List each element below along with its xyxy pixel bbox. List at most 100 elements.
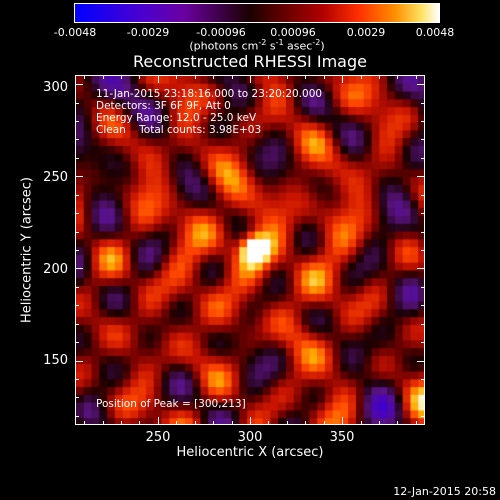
tick-mark [421, 250, 425, 251]
tick-mark [75, 194, 79, 196]
tick-mark [84, 75, 86, 79]
colorbar [74, 3, 440, 23]
plot-title: Reconstructed RHESSI Image [133, 52, 367, 71]
x-tick-label: 250 [145, 430, 171, 445]
tick-mark [421, 415, 425, 417]
tick-mark [421, 305, 425, 307]
tick-mark [342, 75, 344, 83]
tick-mark [121, 421, 123, 425]
info-energy-range: Energy Range: 12.0 - 25.0 keV [96, 112, 257, 124]
tick-mark [286, 421, 288, 425]
tick-mark [75, 305, 79, 307]
y-tick-label: 250 [43, 170, 68, 185]
tick-mark [415, 421, 417, 425]
tick-mark [102, 75, 104, 79]
tick-mark [421, 397, 425, 399]
y-tick-label: 150 [43, 353, 68, 368]
colorbar-unit-label: (photons cm-2 s-1 asec-2) [189, 38, 325, 53]
tick-mark [421, 194, 425, 196]
tick-mark [397, 421, 399, 425]
colorbar-tick: 0.0048 [415, 26, 455, 39]
tick-mark [305, 75, 307, 79]
y-tick-label: 300 [43, 80, 68, 95]
tick-mark [75, 323, 79, 325]
x-tick-label: 350 [329, 430, 355, 445]
tick-mark [75, 84, 83, 86]
colorbar-tick: 0.00096 [270, 26, 316, 39]
x-tick-label: 300 [237, 430, 263, 445]
tick-mark [268, 75, 270, 79]
tick-mark [75, 231, 79, 233]
tick-mark [421, 157, 425, 159]
tick-mark [102, 421, 104, 425]
rhessi-heatmap [76, 76, 424, 424]
tick-mark [342, 417, 344, 425]
tick-mark [75, 102, 79, 104]
tick-mark [360, 421, 362, 425]
tick-mark [360, 75, 362, 79]
tick-mark [194, 75, 196, 79]
tick-mark [139, 421, 141, 425]
tick-mark [415, 75, 417, 79]
tick-mark [75, 378, 79, 380]
tick-mark [176, 421, 178, 425]
tick-mark [417, 84, 425, 86]
tick-mark [75, 213, 79, 215]
colorbar-tick: 0.0029 [346, 26, 386, 39]
tick-mark [157, 417, 159, 425]
tick-mark [194, 421, 196, 425]
tick-mark [417, 268, 425, 270]
tick-mark [75, 268, 83, 270]
tick-mark [75, 415, 79, 417]
tick-mark [250, 417, 251, 425]
tick-mark [213, 421, 215, 425]
colorbar-tick: -0.0048 [53, 26, 97, 39]
info-detectors: Detectors: 3F 6F 9F, Att 0 [96, 100, 231, 112]
tick-mark [305, 421, 307, 425]
tick-mark [378, 421, 380, 425]
y-axis-label: Heliocentric Y (arcsec) [19, 177, 35, 323]
tick-mark [421, 139, 425, 141]
tick-mark [421, 231, 425, 233]
tick-mark [231, 421, 233, 425]
tick-mark [75, 139, 79, 141]
tick-mark [139, 75, 141, 79]
tick-mark [75, 397, 79, 399]
tick-mark [421, 121, 425, 123]
image-plot-area: 11-Jan-2015 23:18:16.000 to 23:20:20.000… [75, 75, 425, 425]
tick-mark [84, 421, 86, 425]
tick-mark [75, 176, 83, 178]
tick-mark [421, 286, 425, 288]
tick-mark [323, 421, 325, 425]
tick-mark [378, 75, 380, 79]
tick-mark [397, 75, 399, 79]
tick-mark [286, 75, 288, 79]
tick-mark [75, 286, 79, 288]
x-axis-label: Heliocentric X (arcsec) [176, 445, 324, 460]
tick-mark [421, 342, 425, 344]
footer-timestamp: 12-Jan-2015 20:58 [393, 485, 496, 498]
tick-mark [75, 250, 79, 251]
tick-mark [421, 323, 425, 325]
info-time-range: 11-Jan-2015 23:18:16.000 to 23:20:20.000 [96, 88, 323, 100]
tick-mark [75, 342, 79, 344]
tick-mark [176, 75, 178, 79]
peak-position-label: Position of Peak = [300,213] [96, 398, 246, 410]
tick-mark [323, 75, 325, 79]
info-total-counts: Clean Total counts: 3.98E+03 [96, 124, 262, 136]
tick-mark [417, 360, 425, 362]
y-tick-label: 200 [43, 262, 68, 277]
tick-mark [75, 360, 83, 362]
tick-mark [75, 157, 79, 159]
colorbar-tick: -0.0029 [126, 26, 170, 39]
colorbar-tick: -0.00096 [196, 26, 246, 39]
tick-mark [157, 75, 159, 83]
tick-mark [268, 421, 270, 425]
tick-mark [213, 75, 215, 79]
tick-mark [250, 75, 251, 83]
tick-mark [121, 75, 123, 79]
tick-mark [421, 213, 425, 215]
tick-mark [417, 176, 425, 178]
tick-mark [231, 75, 233, 79]
tick-mark [75, 121, 79, 123]
